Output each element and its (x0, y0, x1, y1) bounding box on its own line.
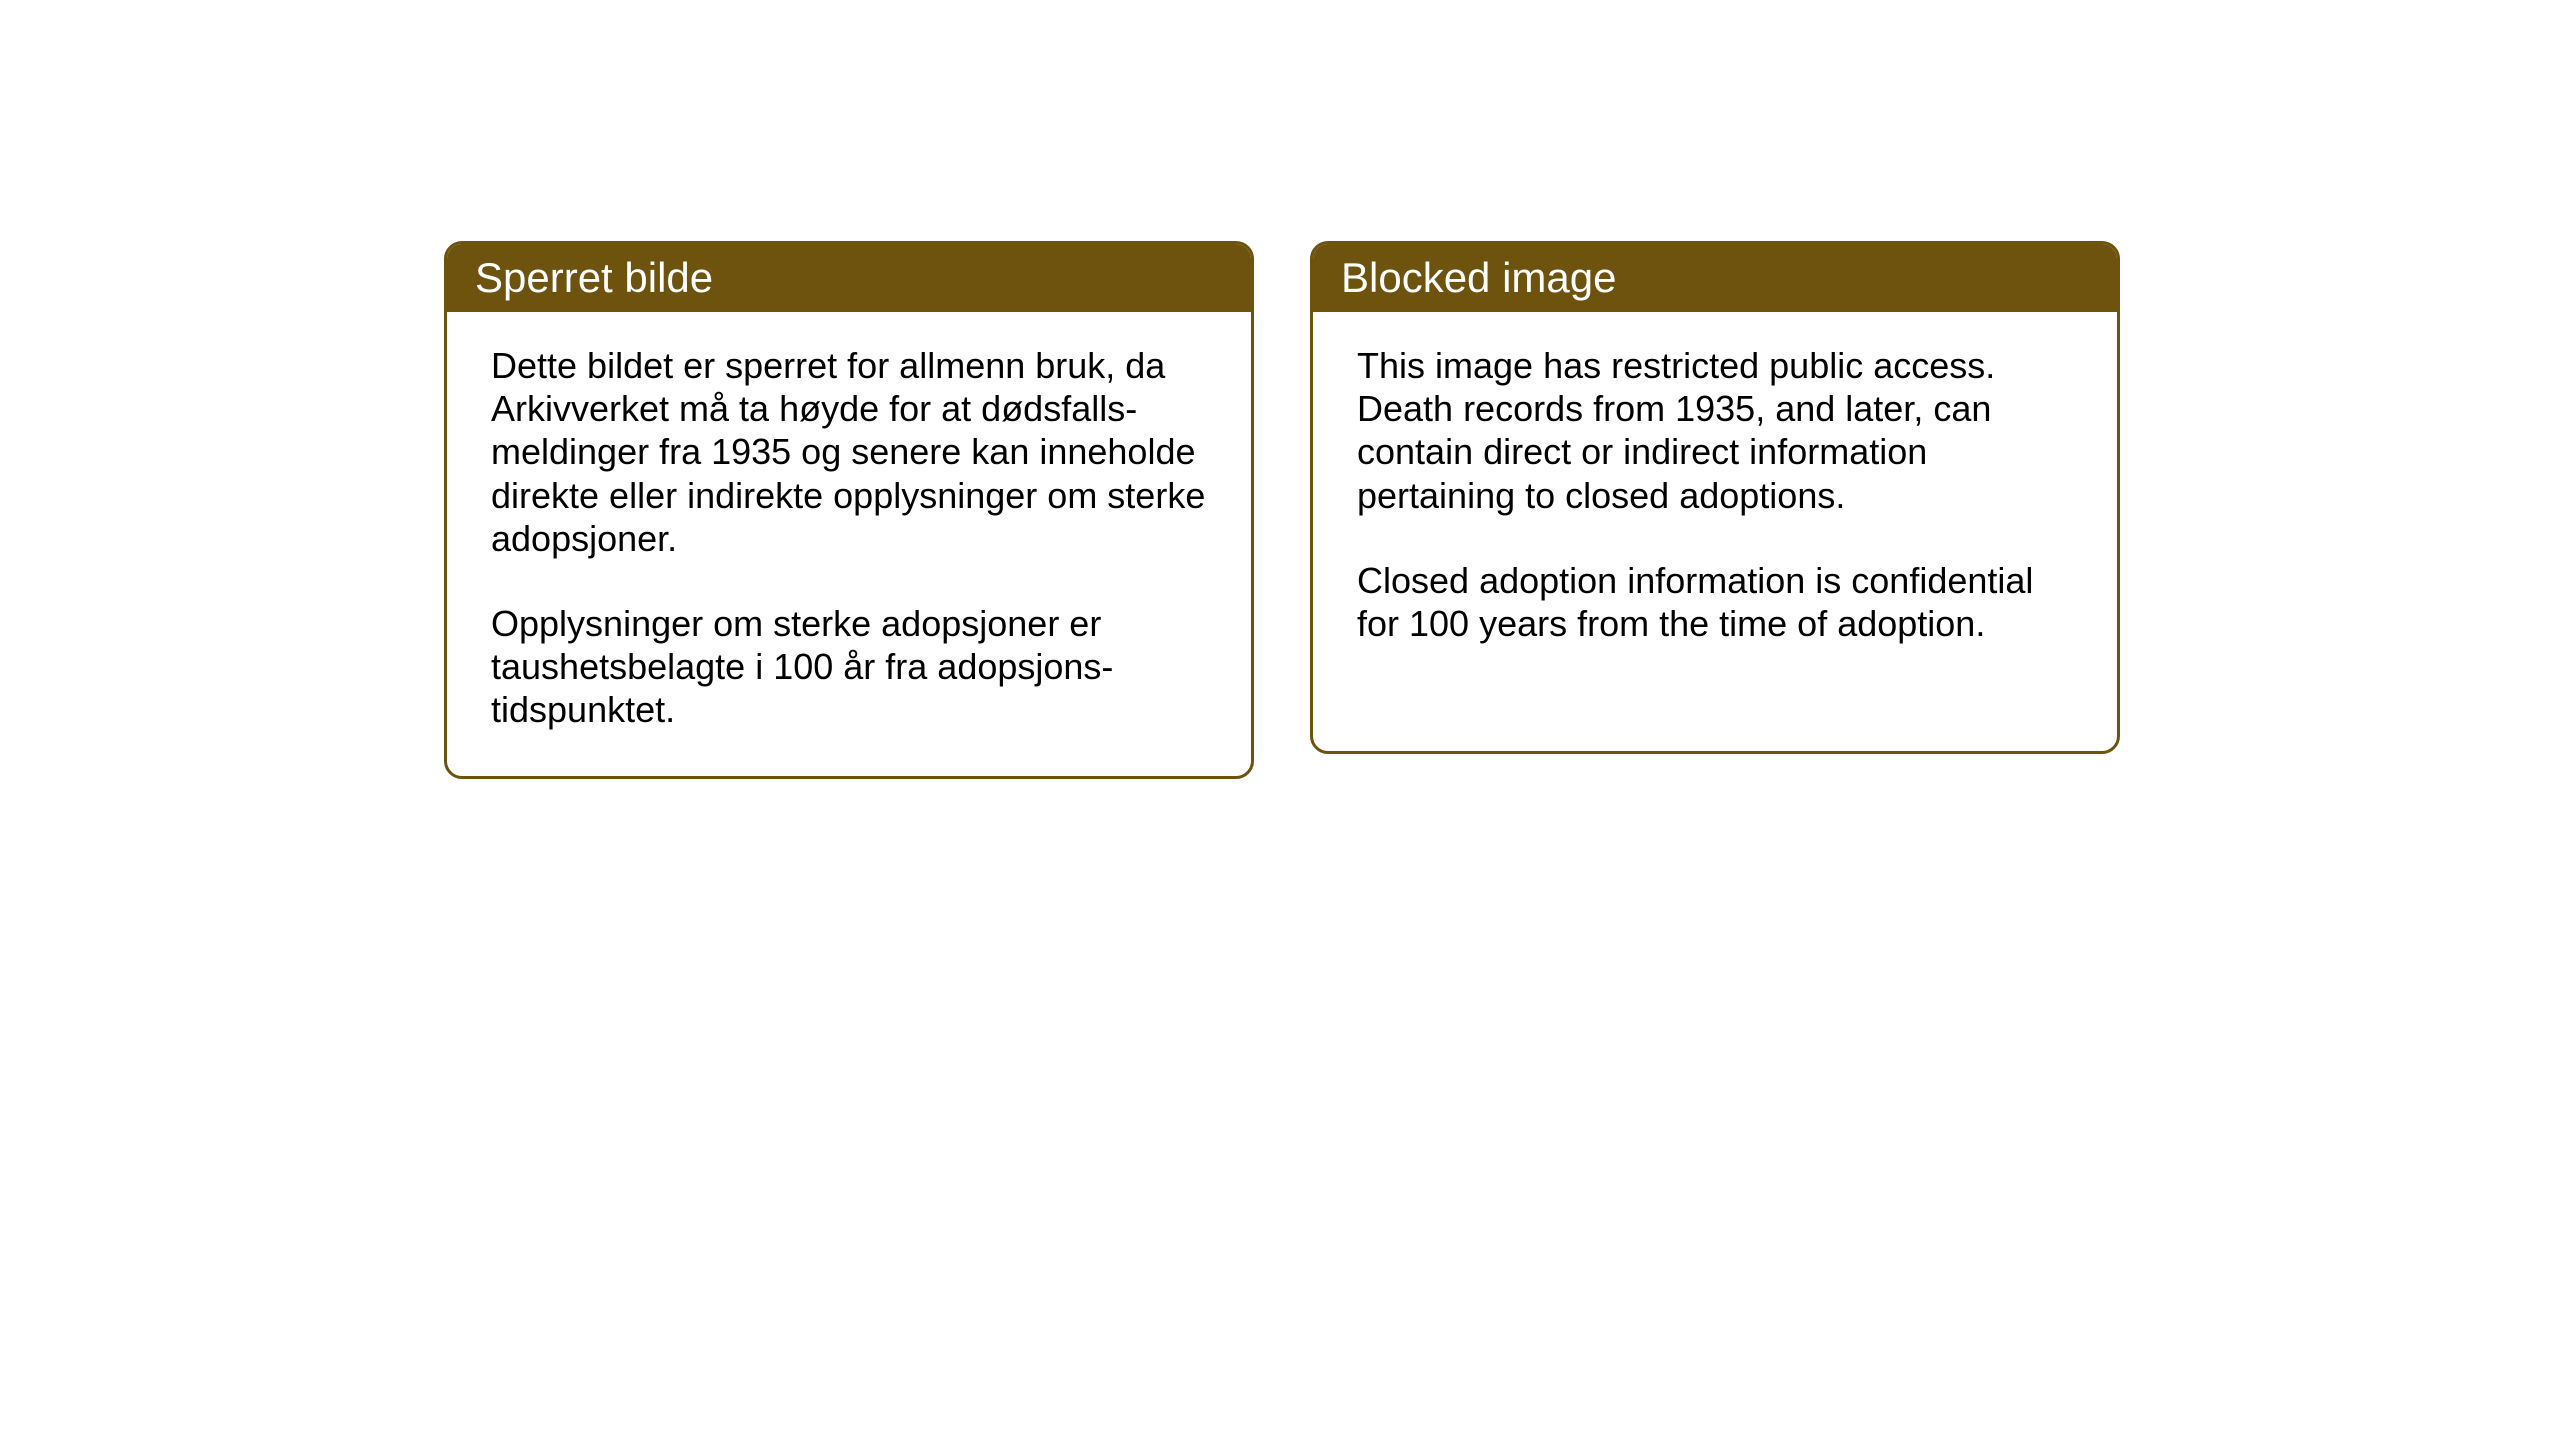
card-norwegian: Sperret bilde Dette bildet er sperret fo… (444, 241, 1254, 779)
card-norwegian-body: Dette bildet er sperret for allmenn bruk… (447, 312, 1251, 776)
card-norwegian-header: Sperret bilde (447, 244, 1251, 312)
card-english-body: This image has restricted public access.… (1313, 312, 2117, 689)
card-english-title: Blocked image (1341, 254, 1616, 301)
card-english-paragraph-2: Closed adoption information is confident… (1357, 559, 2073, 645)
card-norwegian-paragraph-1: Dette bildet er sperret for allmenn bruk… (491, 344, 1207, 560)
card-norwegian-paragraph-2: Opplysninger om sterke adopsjoner er tau… (491, 602, 1207, 732)
card-english: Blocked image This image has restricted … (1310, 241, 2120, 754)
card-english-paragraph-1: This image has restricted public access.… (1357, 344, 2073, 517)
card-norwegian-title: Sperret bilde (475, 254, 713, 301)
card-english-header: Blocked image (1313, 244, 2117, 312)
cards-container: Sperret bilde Dette bildet er sperret fo… (444, 241, 2120, 779)
